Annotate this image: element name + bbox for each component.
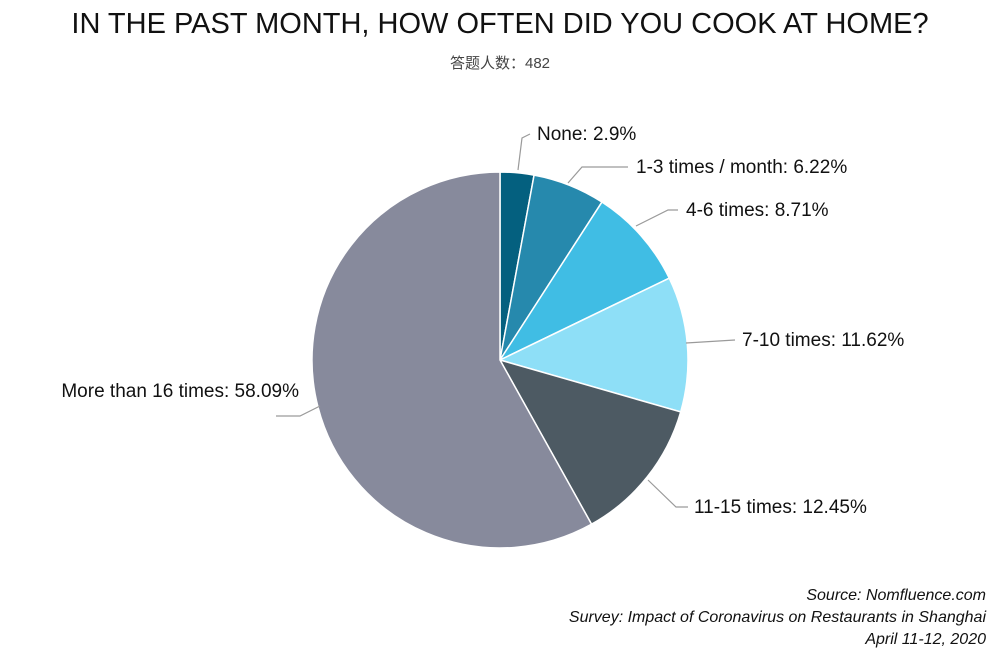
- slice-label-3: 7-10 times: 11.62%: [742, 330, 904, 351]
- pie-slice-2: [497, 201, 671, 362]
- source-line: Source: Nomfluence.com: [806, 587, 986, 604]
- chart-title: IN THE PAST MONTH, HOW OFTEN DID YOU COO…: [71, 8, 929, 40]
- leader-line-1: [567, 166, 628, 184]
- leader-line-3: [685, 339, 736, 344]
- pie-slice-3: [497, 277, 689, 413]
- leader-line-4: [647, 479, 688, 508]
- slice-label-0: None: 2.9%: [537, 124, 636, 145]
- slice-label-5: More than 16 times: 58.09%: [61, 381, 299, 402]
- pie-slice-4: [498, 358, 682, 526]
- source-note: Source: Nomfluence.com Survey: Impact of…: [569, 585, 986, 651]
- survey-line: Survey: Impact of Coronavirus on Restaur…: [568, 609, 986, 626]
- respondent-count: 答题人数：482: [449, 55, 551, 72]
- slice-label-2: 4-6 times: 8.71%: [686, 200, 829, 221]
- date-line: April 11-12, 2020: [865, 631, 986, 648]
- leader-line-0: [517, 133, 531, 171]
- slice-label-4: 11-15 times: 12.45%: [694, 497, 867, 518]
- slice-label-1: 1-3 times / month: 6.22%: [636, 157, 847, 178]
- leader-line-5: [276, 405, 321, 417]
- leader-line-2: [635, 209, 678, 227]
